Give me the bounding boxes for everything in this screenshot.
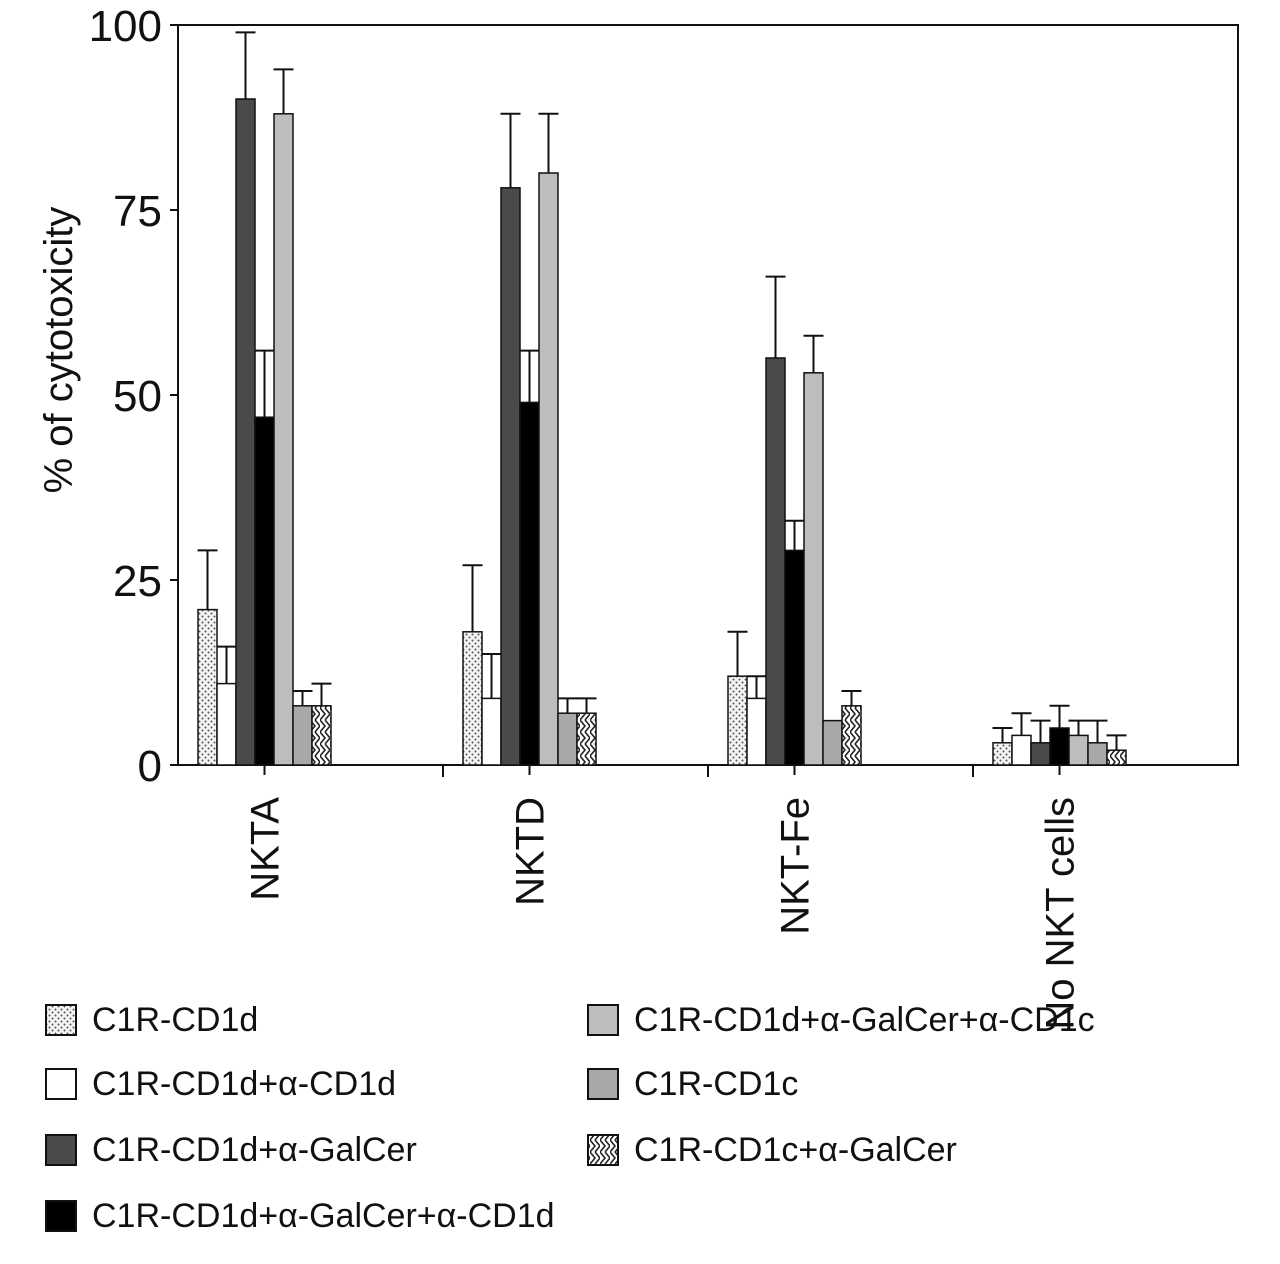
legend-label: C1R-CD1c+α-GalCer — [634, 1131, 957, 1169]
legend-label: C1R-CD1d+α-CD1d — [92, 1065, 396, 1103]
bar — [235, 98, 256, 766]
bar — [822, 719, 843, 766]
legend-swatch — [587, 1134, 619, 1166]
legend-item: C1R-CD1d+α-CD1d — [45, 1065, 396, 1103]
bar — [519, 401, 540, 766]
legend-swatch — [45, 1200, 77, 1232]
category-label: NKT-Fe — [774, 797, 818, 935]
y-tick-label: 0 — [138, 742, 162, 791]
legend-swatch — [587, 1068, 619, 1100]
bar — [273, 113, 294, 766]
legend-label: C1R-CD1d+α-GalCer+α-CD1d — [92, 1197, 555, 1235]
legend-item: C1R-CD1c — [587, 1065, 798, 1103]
bar — [765, 357, 786, 766]
legend-swatch — [45, 1004, 77, 1036]
legend-item: C1R-CD1d+α-GalCer+α-CD1c — [587, 1001, 1095, 1039]
bar — [841, 705, 862, 766]
legend-label: C1R-CD1d — [92, 1001, 258, 1039]
bar — [216, 682, 237, 766]
bar — [1087, 742, 1108, 766]
legend-swatch — [587, 1004, 619, 1036]
bar — [557, 712, 578, 766]
y-tick-label: 75 — [113, 187, 162, 236]
bar — [500, 187, 521, 766]
y-axis-label: % of cytotoxicity — [37, 207, 81, 494]
legend-item: C1R-CD1c+α-GalCer — [587, 1131, 957, 1169]
legend: C1R-CD1d C1R-CD1d+α-CD1d C1R-CD1d+α-GalCer… — [45, 1001, 1095, 1235]
bar — [197, 608, 218, 766]
y-tick-label: 25 — [113, 557, 162, 606]
bar — [727, 675, 748, 766]
bar — [481, 697, 502, 766]
bar — [992, 742, 1013, 766]
bar — [1106, 749, 1127, 766]
bar — [1068, 734, 1089, 766]
category-label: NKTA — [244, 797, 288, 901]
legend-item: C1R-CD1d — [45, 1001, 258, 1039]
category-label: No NKT cells — [1039, 797, 1083, 1030]
bar — [576, 712, 597, 766]
category-label: NKTD — [509, 797, 553, 906]
legend-item: C1R-CD1d+α-GalCer+α-CD1d — [45, 1197, 555, 1235]
bar — [784, 549, 805, 766]
y-tick-label: 100 — [89, 2, 162, 51]
legend-label: C1R-CD1d+α-GalCer — [92, 1131, 417, 1169]
plot-frame — [177, 24, 1239, 766]
bar — [538, 172, 559, 766]
bar — [1030, 742, 1051, 766]
plot-area: 0 25 50 75 100 % of cytotoxicity NKTA NKTD NKT-F… — [37, 2, 1239, 1030]
legend-label: C1R-CD1d+α-GalCer+α-CD1c — [634, 1001, 1095, 1039]
bar — [292, 705, 313, 766]
bar — [254, 416, 275, 766]
bar — [311, 705, 332, 766]
y-tick-label: 50 — [113, 372, 162, 421]
legend-label: C1R-CD1c — [634, 1065, 798, 1103]
legend-item: C1R-CD1d+α-GalCer — [45, 1131, 417, 1169]
legend-swatch — [45, 1134, 77, 1166]
bar — [1049, 727, 1070, 766]
legend-swatch — [45, 1068, 77, 1100]
bar — [1011, 734, 1032, 766]
bar — [746, 697, 767, 766]
bar — [803, 372, 824, 766]
bar — [462, 631, 483, 766]
